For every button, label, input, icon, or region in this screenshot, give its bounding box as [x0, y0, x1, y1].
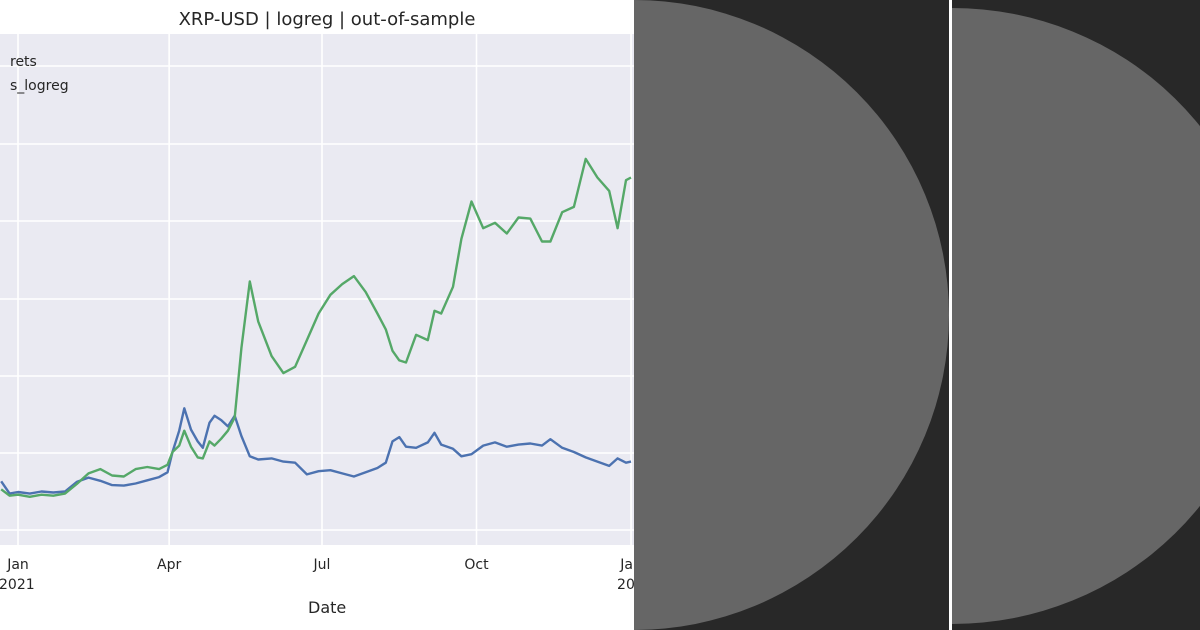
legend-item-s-logreg: s_logreg	[10, 78, 69, 94]
chart-title: XRP-USD | logreg | out-of-sample	[178, 9, 476, 30]
plot-area-background	[0, 34, 634, 545]
panel-separator	[949, 0, 952, 630]
x-tick-label: Jan	[7, 557, 29, 573]
line-chart	[0, 34, 634, 545]
half-disc-shape	[634, 0, 949, 630]
legend-item-rets: rets	[10, 54, 37, 70]
legend: rets s_logreg	[10, 50, 69, 98]
half-disc-shape	[952, 8, 1200, 624]
y-gridlines	[0, 65, 634, 531]
x-tick-label: Oct	[464, 557, 489, 573]
chart-panel: XRP-USD | logreg | out-of-sample rets s_…	[0, 9, 653, 617]
dark-panel-right	[952, 0, 1200, 630]
series-layer	[0, 157, 632, 498]
dark-panel-left	[634, 0, 949, 630]
series-line-rets	[0, 407, 632, 495]
x-axis-label: Date	[308, 598, 347, 617]
series-line-s-logreg	[0, 157, 632, 498]
x-tick-label: Apr	[157, 557, 182, 573]
x-tick-year-label: 2021	[0, 577, 35, 593]
x-tick-label: Jul	[313, 557, 331, 573]
